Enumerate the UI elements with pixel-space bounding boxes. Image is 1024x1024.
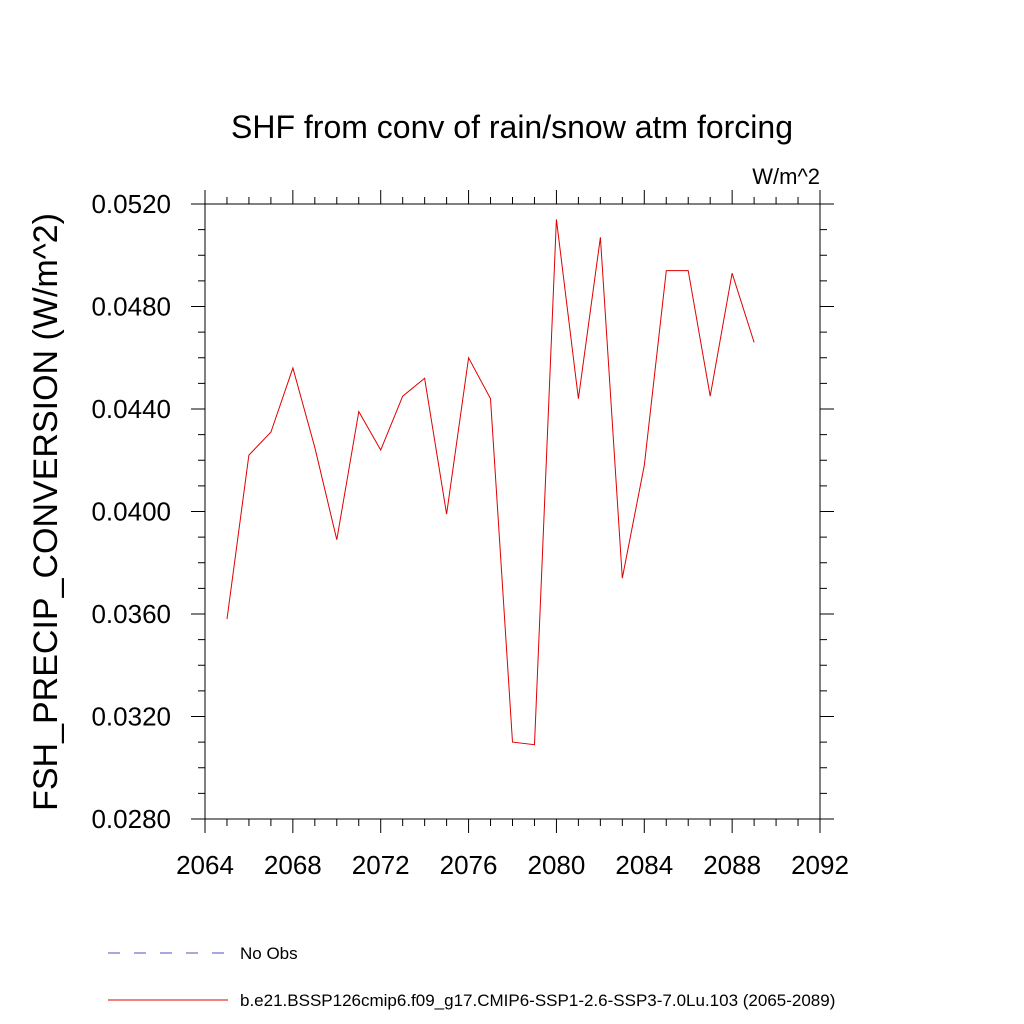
y-tick-label: 0.0320: [91, 702, 171, 732]
chart-title: SHF from conv of rain/snow atm forcing: [231, 109, 793, 145]
y-axis-label: FSH_PRECIP_CONVERSION (W/m^2): [27, 213, 65, 811]
units-label: W/m^2: [752, 164, 820, 189]
series-line: [226, 219, 755, 746]
x-tick-label: 2072: [352, 850, 410, 880]
x-tick-label: 2088: [703, 850, 761, 880]
x-tick-label: 2080: [528, 850, 586, 880]
y-tick-label: 0.0360: [91, 599, 171, 629]
y-tick-label: 0.0400: [91, 497, 171, 527]
x-tick-label: 2092: [791, 850, 849, 880]
y-tick-labels: 0.0280 0.0320 0.0360 0.0400 0.0440 0.0480 0.05…: [91, 189, 171, 834]
series-lines: [226, 219, 755, 746]
axis-ticks: [191, 190, 834, 833]
legend: No Obs b.e21.BSSP126cmip6.f09_g17.CMIP6-S…: [108, 944, 835, 1010]
y-tick-label: 0.0440: [91, 394, 171, 424]
y-tick-label: 0.0520: [91, 189, 171, 219]
x-tick-label: 2084: [615, 850, 673, 880]
legend-label: No Obs: [240, 944, 298, 963]
x-tick-label: 2068: [264, 850, 322, 880]
legend-label: b.e21.BSSP126cmip6.f09_g17.CMIP6-SSP1-2.…: [240, 991, 835, 1010]
y-tick-label: 0.0280: [91, 804, 171, 834]
x-tick-labels: 2064 2068 2072 2076 2080 2084 2088 2092: [176, 850, 849, 880]
x-tick-label: 2064: [176, 850, 234, 880]
x-tick-label: 2076: [440, 850, 498, 880]
y-tick-label: 0.0480: [91, 292, 171, 322]
